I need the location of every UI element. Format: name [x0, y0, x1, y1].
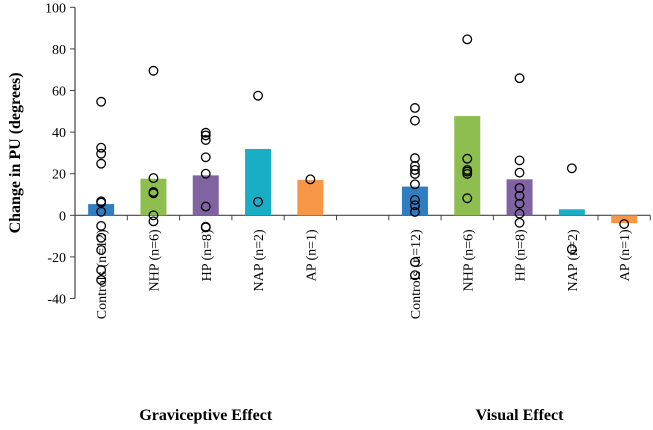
data-point: [410, 257, 420, 268]
category-label: HP (n=8): [200, 229, 215, 281]
data-point: [200, 168, 211, 179]
data-point: [253, 196, 263, 207]
data-point: [96, 265, 107, 275]
data-point: [148, 216, 159, 227]
data-point: [462, 34, 473, 45]
data-point: [96, 148, 107, 159]
data-point: [410, 270, 420, 281]
data-point: [619, 219, 630, 229]
bar: [192, 175, 219, 216]
data-point: [514, 155, 525, 166]
data-point: [200, 130, 211, 141]
category-label: AP (n=1): [304, 229, 319, 281]
data-point: [148, 173, 159, 184]
data-point: [96, 245, 107, 255]
data-point: [148, 65, 159, 76]
category-label: NAP (n=2): [566, 229, 581, 292]
data-point: [410, 207, 420, 217]
category-label: NHP (n=6): [461, 229, 476, 292]
y-tick-label: -20: [47, 251, 66, 266]
data-point: [514, 73, 525, 84]
category-label: NAP (n=2): [252, 229, 267, 292]
data-point: [462, 168, 473, 179]
data-point: [462, 153, 473, 164]
data-point: [96, 275, 107, 285]
data-point: [566, 244, 577, 255]
data-point: [566, 163, 577, 174]
data-point: [200, 135, 211, 145]
y-tick-label: 100: [45, 1, 66, 16]
data-point: [410, 179, 420, 190]
y-tick-label: 0: [59, 209, 66, 224]
data-point: [462, 193, 473, 204]
data-point: [96, 158, 107, 169]
y-tick-label: -40: [47, 293, 66, 308]
data-point: [410, 153, 420, 164]
data-point: [96, 96, 107, 107]
data-point: [253, 90, 263, 101]
y-axis-label: Change in PU (degrees): [7, 72, 24, 233]
data-point: [410, 194, 420, 205]
data-point: [514, 198, 525, 209]
data-point: [148, 210, 159, 221]
data-point: [96, 232, 107, 243]
category-label: Controls (n=12): [409, 229, 424, 319]
data-point: [96, 220, 107, 231]
bar: [245, 148, 272, 216]
data-point: [410, 103, 420, 113]
data-point: [410, 115, 420, 126]
data-point: [96, 142, 107, 153]
group-label: Graviceptive Effect: [139, 407, 273, 424]
data-point: [514, 183, 525, 194]
data-point: [410, 200, 420, 211]
y-tick-label: 80: [52, 43, 66, 58]
bar: [297, 179, 324, 216]
category-label: Controls (n=12): [95, 229, 110, 319]
data-point: [410, 161, 420, 171]
data-point: [96, 206, 107, 217]
data-point: [200, 152, 211, 163]
data-point: [200, 201, 211, 212]
data-point: [305, 174, 316, 185]
data-point: [200, 222, 211, 233]
data-point: [200, 127, 211, 138]
category-label: HP (n=8): [514, 229, 529, 281]
category-label: AP (n=1): [618, 229, 633, 281]
y-tick-label: 40: [52, 126, 66, 141]
group-label: Visual Effect: [476, 407, 565, 424]
category-label: NHP (n=6): [147, 229, 162, 292]
data-point: [514, 217, 525, 228]
data-point: [410, 168, 420, 179]
data-point: [148, 188, 159, 199]
y-tick-label: 60: [52, 85, 66, 100]
data-point: [410, 165, 420, 175]
data-point: [514, 190, 525, 201]
y-tick-label: 20: [52, 168, 66, 183]
data-point: [514, 167, 525, 178]
bar: [558, 209, 585, 216]
bar: [88, 204, 115, 216]
